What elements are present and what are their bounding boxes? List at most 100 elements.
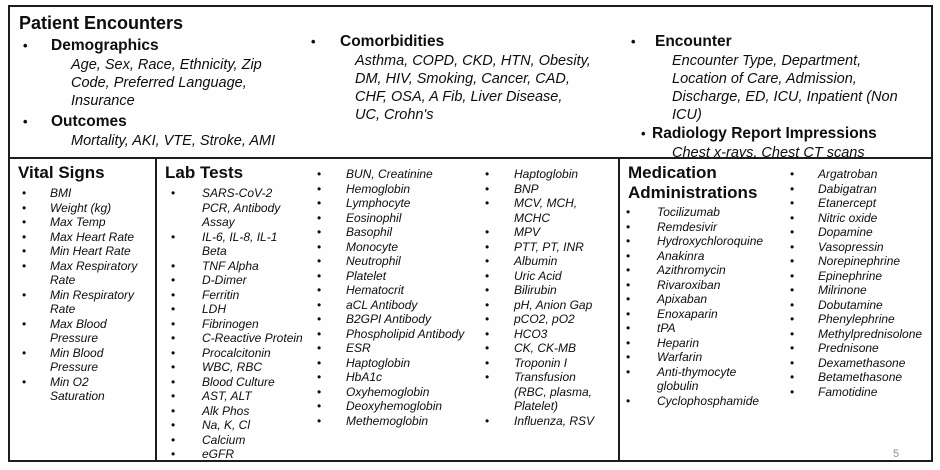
heading-outcomes: Outcomes bbox=[10, 112, 308, 132]
lab-test-item: C-Reactive Protein bbox=[157, 331, 315, 346]
medication-item: Anakinra bbox=[620, 249, 788, 264]
lab-test-item: ESR bbox=[315, 341, 467, 356]
lab-test-item: PTT, PT, INR bbox=[467, 240, 618, 255]
vital-signs-panel: Vital Signs BMI Weight (kg) Max Temp Max… bbox=[10, 159, 155, 460]
lab-test-item: aCL Antibody bbox=[315, 298, 467, 313]
detail-comorbidities: Asthma, COPD, CKD, HTN, Obesity, DM, HIV… bbox=[355, 53, 591, 123]
lab-test-item: Calcium bbox=[157, 433, 315, 448]
lab-test-item: Blood Culture bbox=[157, 375, 315, 390]
medication-item: Hydroxychloroquine bbox=[620, 234, 788, 249]
medication-item: Argatroban bbox=[788, 167, 931, 182]
medication-item: Heparin bbox=[620, 336, 788, 351]
lab-test-item: Methemoglobin bbox=[315, 414, 467, 429]
lab-test-item: Hematocrit bbox=[315, 283, 467, 298]
lab-test-item: Neutrophil bbox=[315, 254, 467, 269]
medication-item: Etanercept bbox=[788, 196, 931, 211]
lab-test-item: Transfusion (RBC, plasma, Platelet) bbox=[467, 370, 618, 414]
lab-test-item: MCV, MCH, MCHC bbox=[467, 196, 618, 225]
lab-test-item: BUN, Creatinine bbox=[315, 167, 467, 182]
encounter-column: Encounter Encounter Type, Department, Lo… bbox=[628, 7, 931, 161]
vital-sign-item: Min Heart Rate bbox=[10, 244, 155, 259]
lab-test-item: Monocyte bbox=[315, 240, 467, 255]
medication-item: Rivaroxiban bbox=[620, 278, 788, 293]
panel-title-lab-tests: Lab Tests bbox=[165, 163, 244, 182]
lab-tests-column-1: Lab Tests SARS-CoV-2 PCR, Antibody Assay… bbox=[157, 159, 315, 462]
detail-demographics: Age, Sex, Race, Ethnicity, Zip Code, Pre… bbox=[71, 57, 262, 109]
lab-test-item: Eosinophil bbox=[315, 211, 467, 226]
lab-test-item: TNF Alpha bbox=[157, 259, 315, 274]
medication-item: Dexamethasone bbox=[788, 356, 931, 371]
medication-item: Cyclophosphamide bbox=[620, 394, 788, 409]
lab-test-item: Platelet bbox=[315, 269, 467, 284]
medication-item: Methylprednisolone bbox=[788, 327, 931, 342]
heading-demographics: Demographics bbox=[10, 36, 308, 56]
detail-encounter: Encounter Type, Department, Location of … bbox=[672, 53, 898, 123]
lab-tests-panel: Lab Tests SARS-CoV-2 PCR, Antibody Assay… bbox=[155, 159, 618, 462]
medication-item: Dabigatran bbox=[788, 182, 931, 197]
medications-list-1: Tocilizumab Remdesivir Hydroxychloroquin… bbox=[620, 205, 788, 408]
lab-test-item: Na, K, Cl bbox=[157, 418, 315, 433]
lab-test-item: Influenza, RSV bbox=[467, 414, 618, 429]
medication-item: Apixaban bbox=[620, 292, 788, 307]
lab-test-item: Hemoglobin bbox=[315, 182, 467, 197]
heading-encounter: Encounter bbox=[628, 32, 931, 52]
lab-test-item: Deoxyhemoglobin bbox=[315, 399, 467, 414]
lab-test-item: Uric Acid bbox=[467, 269, 618, 284]
heading-comorbidities: Comorbidities bbox=[308, 32, 628, 52]
lab-test-item: Ferritin bbox=[157, 288, 315, 303]
lab-test-item: IL-6, IL-8, IL-1 Beta bbox=[157, 230, 315, 259]
medication-item: Azithromycin bbox=[620, 263, 788, 278]
lab-tests-column-2: BUN, Creatinine Hemoglobin Lymphocyte Eo… bbox=[315, 159, 467, 460]
lab-tests-column-3: Haptoglobin BNP MCV, MCH, MCHC MPV PTT, … bbox=[467, 159, 618, 460]
lab-test-item: Haptoglobin bbox=[467, 167, 618, 182]
lab-test-item: Albumin bbox=[467, 254, 618, 269]
lab-test-item: HbA1c bbox=[315, 370, 467, 385]
medication-item: Dopamine bbox=[788, 225, 931, 240]
medication-item: Phenylephrine bbox=[788, 312, 931, 327]
medication-item: Milrinone bbox=[788, 283, 931, 298]
page-number: 5 bbox=[893, 448, 900, 460]
lab-test-item: Alk Phos bbox=[157, 404, 315, 419]
medication-item: Famotidine bbox=[788, 385, 931, 400]
medication-item: tPA bbox=[620, 321, 788, 336]
lab-test-item: D-Dimer bbox=[157, 273, 315, 288]
lab-test-item: eGFR bbox=[157, 447, 315, 462]
lab-test-item: Basophil bbox=[315, 225, 467, 240]
heading-radiology-report-impressions: Radiology Report Impressions bbox=[628, 124, 931, 144]
detail-radiology-report-impressions: Chest x-rays, Chest CT scans bbox=[672, 145, 865, 161]
patient-encounters-panel: Patient Encounters Demographics Age, Sex… bbox=[8, 5, 933, 161]
lab-test-item: B2GPI Antibody bbox=[315, 312, 467, 327]
medication-item: Nitric oxide bbox=[788, 211, 931, 226]
lab-test-item: pCO2, pO2 bbox=[467, 312, 618, 327]
medications-column-1: Medication Administrations Tocilizumab R… bbox=[620, 159, 788, 460]
vital-sign-item: Max Heart Rate bbox=[10, 230, 155, 245]
medication-item: Vasopressin bbox=[788, 240, 931, 255]
lab-test-item: Phospholipid Antibody bbox=[315, 327, 467, 342]
medication-item: Warfarin bbox=[620, 350, 788, 365]
demographics-outcomes-column: Patient Encounters Demographics Age, Sex… bbox=[10, 7, 308, 157]
lab-test-item: WBC, RBC bbox=[157, 360, 315, 375]
lab-test-item: HCO3 bbox=[467, 327, 618, 342]
lab-tests-list-1: SARS-CoV-2 PCR, Antibody Assay IL-6, IL-… bbox=[157, 186, 315, 462]
medication-item: Prednisone bbox=[788, 341, 931, 356]
vital-sign-item: Max Respiratory Rate bbox=[10, 259, 155, 288]
lab-test-item: Oxyhemoglobin bbox=[315, 385, 467, 400]
lab-test-item: SARS-CoV-2 PCR, Antibody Assay bbox=[157, 186, 315, 230]
vital-sign-item: Min Blood Pressure bbox=[10, 346, 155, 375]
medication-item: Epinephrine bbox=[788, 269, 931, 284]
lab-test-item: pH, Anion Gap bbox=[467, 298, 618, 313]
panel-title-patient-encounters: Patient Encounters bbox=[19, 13, 184, 33]
data-categories-row: Vital Signs BMI Weight (kg) Max Temp Max… bbox=[8, 159, 933, 462]
medication-item: Remdesivir bbox=[620, 220, 788, 235]
medication-item: Norepinephrine bbox=[788, 254, 931, 269]
vital-sign-item: Min Respiratory Rate bbox=[10, 288, 155, 317]
lab-test-item: LDH bbox=[157, 302, 315, 317]
lab-test-item: Troponin I bbox=[467, 356, 618, 371]
medication-item: Betamethasone bbox=[788, 370, 931, 385]
lab-test-item: CK, CK-MB bbox=[467, 341, 618, 356]
medications-list-2: Argatroban Dabigatran Etanercept Nitric … bbox=[788, 167, 931, 399]
panel-title-medication-administrations: Medication Administrations bbox=[628, 163, 758, 202]
lab-test-item: Lymphocyte bbox=[315, 196, 467, 211]
vital-sign-item: Min O2 Saturation bbox=[10, 375, 155, 404]
